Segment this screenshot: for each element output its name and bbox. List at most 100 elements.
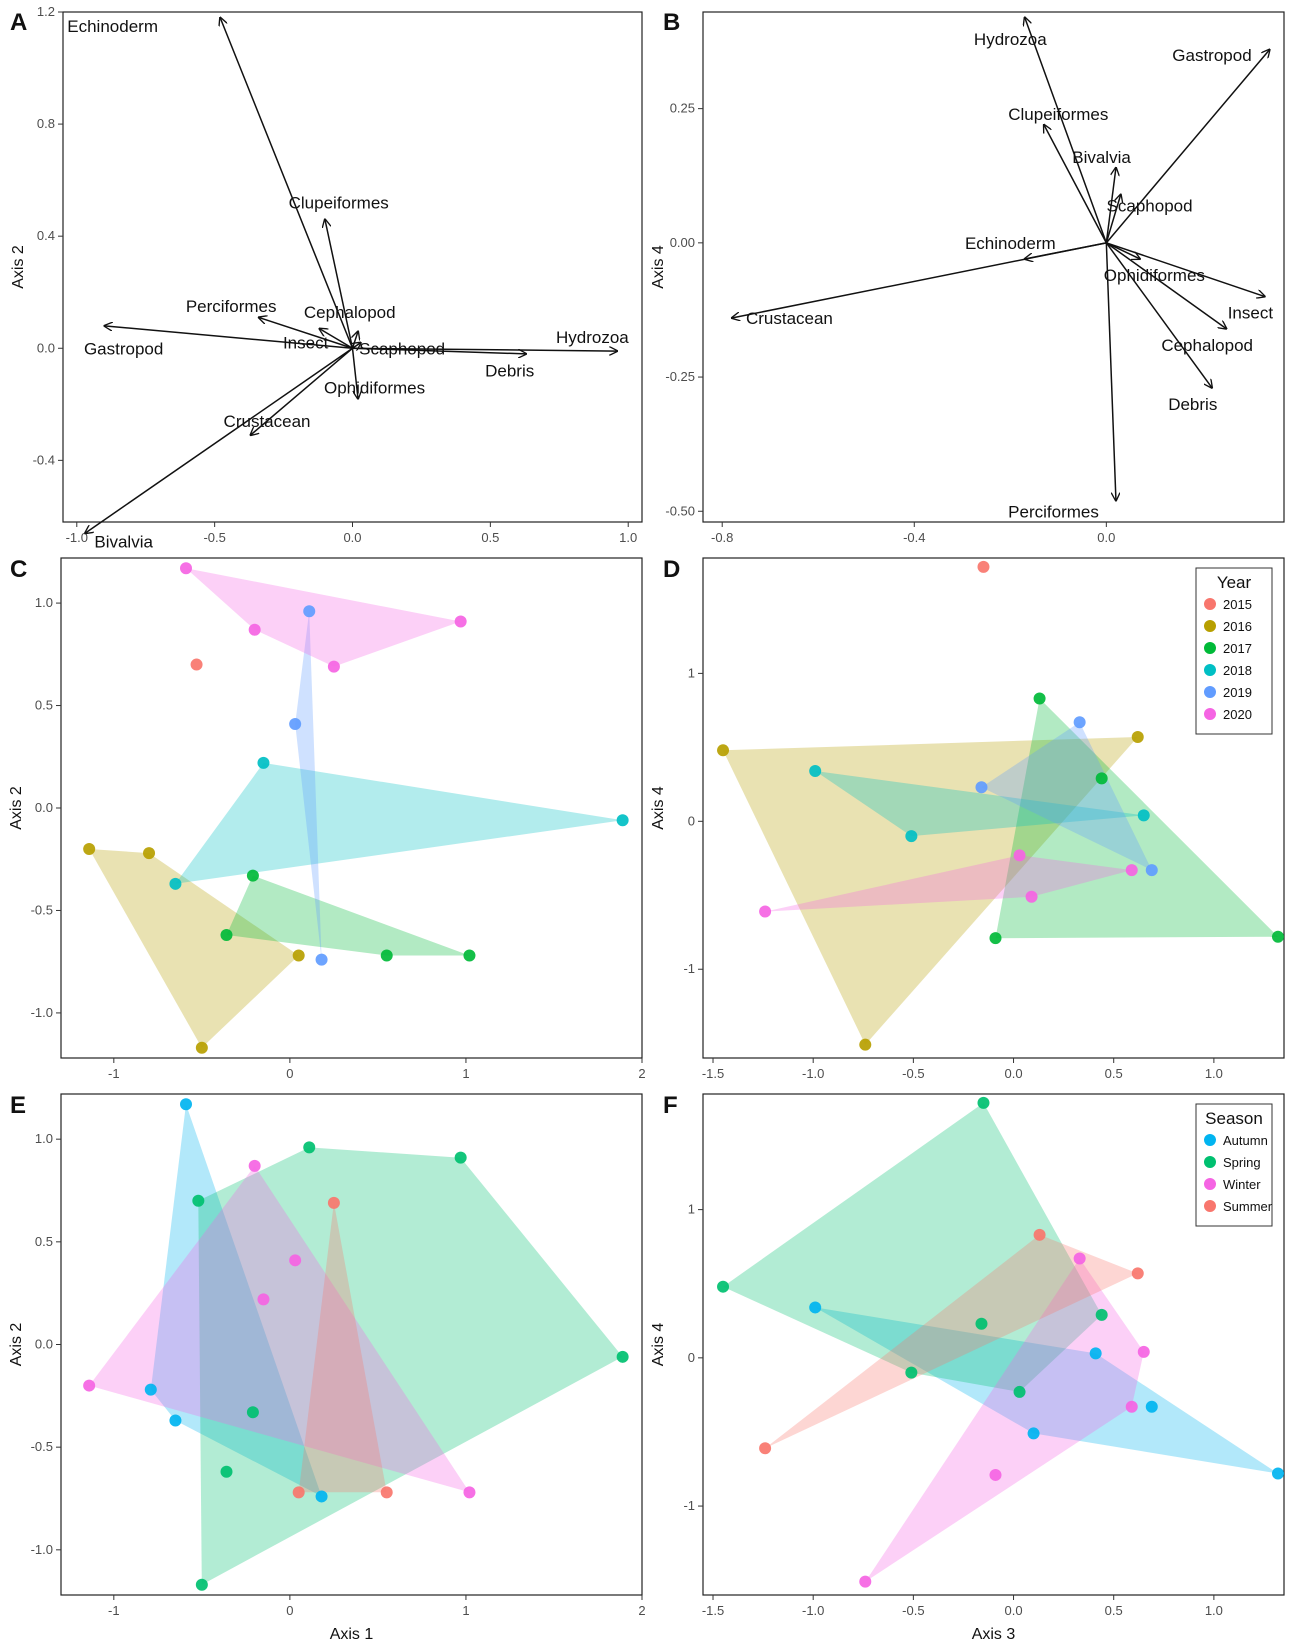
point-winter: [1073, 1252, 1086, 1265]
loading-arrow: [259, 317, 353, 349]
panel-a: A -1.0 -0.5 0.0 0.5 1.0 -0.4 0.0 0.4 0.8 1.2 Axis 2…: [10, 4, 643, 552]
point-2016: [717, 744, 730, 757]
loading-label: Scaphopod: [1107, 196, 1193, 215]
legend-swatch: [1204, 708, 1216, 720]
loading-label: Ophidiformes: [324, 378, 425, 397]
y-tick-label: 1: [688, 1202, 695, 1217]
hull-winter: [865, 1258, 1144, 1582]
x-tick-label: -1.0: [66, 530, 88, 545]
x-axis-title: Axis 1: [330, 1626, 374, 1643]
loading-arrow: [1105, 168, 1116, 243]
point-spring: [975, 1317, 988, 1330]
y-tick-label: 0.5: [35, 698, 53, 713]
loading-label: Bivalvia: [94, 533, 153, 552]
hull-2018: [175, 762, 623, 884]
y-axis-title: Axis 4: [650, 1323, 667, 1367]
panel-letter: B: [663, 9, 680, 36]
x-tick-label: -0.5: [203, 530, 225, 545]
hull-2017: [226, 875, 470, 956]
x-tick-label: 0.0: [1097, 530, 1115, 545]
legend-swatch: [1204, 1178, 1216, 1190]
point-2016: [83, 842, 96, 855]
x-tick-label: 1.0: [1205, 1603, 1223, 1618]
legend-swatch: [1204, 686, 1216, 698]
y-axis-title: Axis 2: [8, 786, 25, 830]
legend-label: 2015: [1223, 597, 1252, 612]
point-2019: [1073, 716, 1086, 729]
x-tick-label: 0: [286, 1603, 293, 1618]
point-2020: [180, 562, 193, 575]
panel-letter: A: [10, 9, 27, 36]
loading-label: Gastropod: [1172, 46, 1251, 65]
point-2017: [989, 932, 1002, 945]
x-tick-label: -1.5: [702, 1603, 724, 1618]
point-summer: [1033, 1228, 1046, 1241]
point-2019: [289, 717, 302, 730]
y-tick-label: 0: [688, 813, 695, 828]
point-2016: [195, 1041, 208, 1054]
loading-arrow: [1025, 17, 1108, 244]
x-tick-label: 0: [286, 1066, 293, 1081]
point-spring: [616, 1350, 629, 1363]
panel-b: B -0.8 -0.4 0.0 -0.50 -0.25 0.00 0.25 Axis 4 Hydr…: [650, 9, 1285, 545]
hull-winter: [89, 1165, 470, 1493]
y-tick-label: -0.50: [665, 503, 695, 518]
loading-arrow: [353, 343, 361, 349]
point-autumn: [809, 1301, 822, 1314]
loading-arrow: [1106, 242, 1264, 297]
y-tick-label: 1.0: [35, 1131, 53, 1146]
y-tick-label: -1.0: [31, 1542, 53, 1557]
point-winter: [83, 1379, 96, 1392]
point-2018: [616, 814, 629, 827]
point-2020: [1025, 890, 1038, 903]
x-tick-label: -0.8: [711, 530, 733, 545]
hull-2016: [723, 737, 1138, 1045]
loading-arrow: [351, 348, 359, 398]
loading-label: Debris: [1168, 395, 1217, 414]
point-2018: [169, 877, 182, 890]
loading-label: Echinoderm: [67, 17, 158, 36]
plot-frame: [60, 557, 643, 1059]
hull-2019: [981, 722, 1152, 871]
y-axis-title: Axis 4: [650, 786, 667, 830]
point-autumn: [315, 1490, 328, 1503]
point-spring: [977, 1096, 990, 1109]
legend: Year 2015 2016 2017 2018 2019 2020: [1195, 567, 1273, 735]
loading-arrow: [319, 329, 353, 349]
loading-arrow: [1044, 125, 1108, 244]
loading-arrow: [1105, 195, 1120, 244]
legend-label: 2017: [1223, 641, 1252, 656]
x-tick-label: -0.5: [902, 1603, 924, 1618]
legend-swatch: [1204, 598, 1216, 610]
point-2015: [190, 658, 203, 671]
point-2017: [1095, 772, 1108, 785]
y-axis-title: Axis 2: [8, 1323, 25, 1367]
hull-2018: [815, 771, 1144, 837]
point-autumn: [169, 1414, 182, 1427]
loading-arrow: [732, 242, 1107, 318]
point-winter: [859, 1575, 872, 1588]
point-autumn: [1027, 1427, 1040, 1440]
legend-label: Summer: [1223, 1199, 1273, 1214]
point-winter: [1125, 1400, 1138, 1413]
x-tick-label: -1.0: [802, 1603, 824, 1618]
point-summer: [759, 1442, 772, 1455]
point-2019: [975, 781, 988, 794]
x-tick-label: -0.4: [903, 530, 925, 545]
loading-label: Echinoderm: [965, 234, 1056, 253]
y-axis-title: Axis 4: [650, 245, 667, 289]
hull-spring: [198, 1147, 623, 1585]
loading-arrow: [352, 348, 618, 351]
panel-d: D -1.5 -1.0 -0.5 0.0 0.5 1.0 -1 0 1 Axis 4 Year 2015…: [650, 556, 1285, 1081]
y-tick-label: -1: [683, 1498, 695, 1513]
legend-swatch: [1204, 1200, 1216, 1212]
point-winter: [463, 1486, 476, 1499]
y-tick-label: -1.0: [31, 1005, 53, 1020]
loading-label: Cephalopod: [1161, 336, 1253, 355]
legend-title: Year: [1217, 573, 1252, 592]
point-2017: [246, 869, 259, 882]
legend-swatch: [1204, 642, 1216, 654]
legend: Season Autumn Spring Winter Summer: [1195, 1103, 1273, 1227]
legend-label: 2019: [1223, 685, 1252, 700]
